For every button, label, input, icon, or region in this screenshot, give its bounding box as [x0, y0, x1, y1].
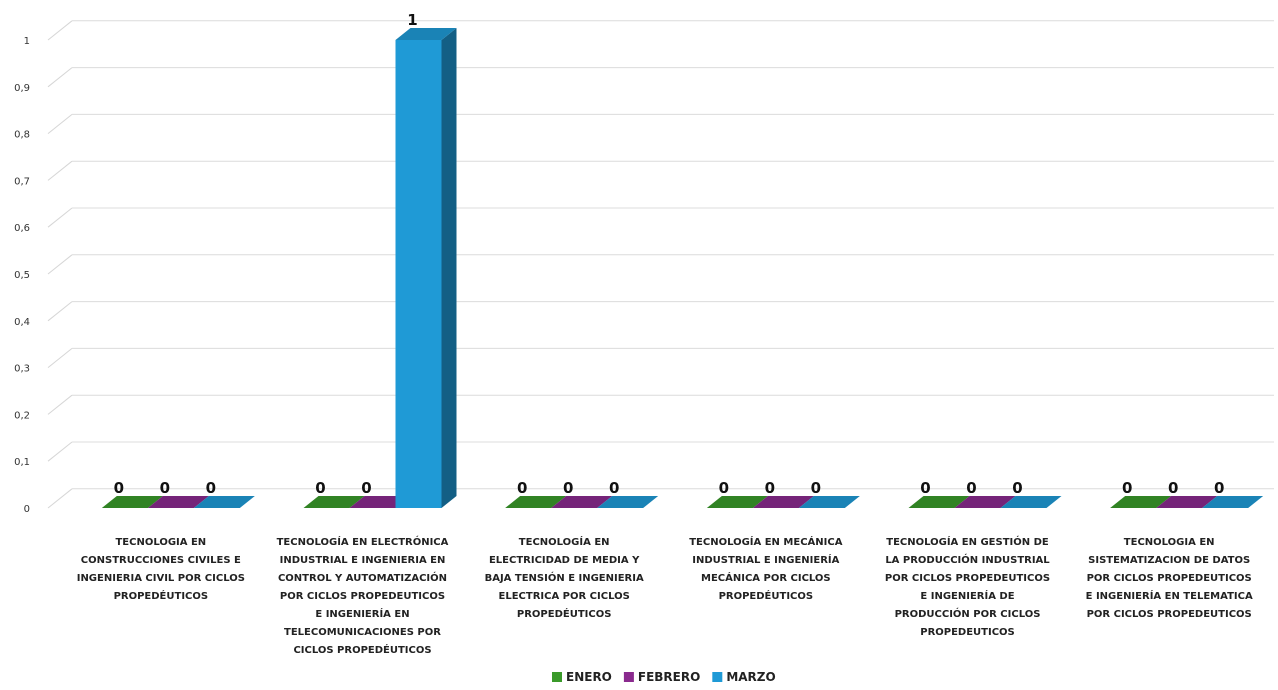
- category-label-4: TECNOLOGÍA EN GESTIÓN DE LA PRODUCCIÓN IN…: [885, 535, 1050, 638]
- y-axis-ticks: 0 0,1 0,2 0,3 0,4 0,5 0,6 0,7 0,8 0,9 1: [14, 36, 30, 515]
- bar-top: [349, 496, 411, 508]
- gridline-diagonal: [47, 301, 73, 322]
- bar-top: [101, 496, 163, 508]
- bar-top: [1202, 496, 1264, 508]
- gridline-diagonal: [47, 254, 73, 275]
- bars: [101, 28, 1264, 508]
- gridline-diagonal: [47, 67, 73, 88]
- gridline-diagonal: [47, 160, 73, 181]
- bar-marzo-3: [798, 496, 860, 508]
- legend-label-enero: ENERO: [566, 670, 612, 684]
- legend-label-marzo: MARZO: [726, 670, 775, 684]
- bar-marzo-1: [395, 28, 457, 508]
- y-tick-label: 0,9: [14, 83, 30, 94]
- bar-top: [551, 496, 613, 508]
- gridline-diagonal: [47, 394, 73, 415]
- data-label-enero-0: 0: [114, 479, 124, 497]
- bar-top: [1156, 496, 1218, 508]
- bar-top: [147, 496, 209, 508]
- data-label-febrero-0: 0: [160, 479, 170, 497]
- bar-enero-5: [1110, 496, 1172, 508]
- bar-top: [1000, 496, 1062, 508]
- y-tick-label: 1: [24, 36, 30, 47]
- y-tick-label: 0,2: [14, 410, 30, 421]
- bar-top: [798, 496, 860, 508]
- data-label-enero-5: 0: [1122, 479, 1132, 497]
- legend-swatch-marzo: [712, 672, 723, 682]
- bar-side: [441, 28, 457, 508]
- bar-top: [1110, 496, 1172, 508]
- bar-enero-3: [706, 496, 768, 508]
- legend-swatch-febrero: [623, 672, 634, 682]
- bar-febrero-0: [147, 496, 209, 508]
- data-labels: 0 0 0 0 0 1 0 0 0 0 0 0 0 0 0 0 0 0: [114, 11, 1225, 497]
- data-label-febrero-1: 0: [361, 479, 371, 497]
- y-tick-label: 0: [24, 504, 30, 515]
- bar-top: [706, 496, 768, 508]
- bar-marzo-4: [1000, 496, 1062, 508]
- y-tick-label: 0,8: [14, 130, 30, 141]
- gridlines: [47, 20, 1274, 509]
- bar-top: [303, 496, 365, 508]
- bar-febrero-1: [349, 496, 411, 508]
- bar-marzo-2: [597, 496, 659, 508]
- bar-top: [193, 496, 255, 508]
- data-label-enero-4: 0: [920, 479, 930, 497]
- bar-top: [505, 496, 567, 508]
- bar-top: [954, 496, 1016, 508]
- gridline-diagonal: [47, 20, 73, 41]
- y-tick-label: 0,4: [14, 317, 30, 328]
- bar-febrero-5: [1156, 496, 1218, 508]
- data-label-febrero-2: 0: [563, 479, 573, 497]
- data-label-febrero-4: 0: [966, 479, 976, 497]
- category-label-0: TECNOLOGIA EN CONSTRUCCIONES CIVILES E ING…: [77, 537, 245, 602]
- bar-enero-1: [303, 496, 365, 508]
- y-tick-label: 0,1: [14, 457, 30, 468]
- bar-marzo-5: [1202, 496, 1264, 508]
- legend-label-febrero: FEBRERO: [638, 670, 700, 684]
- bar-top: [752, 496, 814, 508]
- data-label-marzo-1: 1: [407, 11, 417, 29]
- data-label-marzo-5: 0: [1214, 479, 1224, 497]
- gridline-diagonal: [47, 207, 73, 228]
- gridline-diagonal: [47, 114, 73, 134]
- data-label-marzo-3: 0: [811, 479, 821, 497]
- bar-marzo-0: [193, 496, 255, 508]
- bar-febrero-2: [551, 496, 613, 508]
- gridline-diagonal: [47, 348, 73, 368]
- bar-enero-2: [505, 496, 567, 508]
- data-label-marzo-0: 0: [206, 479, 216, 497]
- data-label-febrero-5: 0: [1168, 479, 1178, 497]
- legend-swatch-enero: [552, 672, 562, 682]
- data-label-marzo-4: 0: [1012, 479, 1022, 497]
- bar-enero-4: [908, 496, 970, 508]
- data-label-marzo-2: 0: [609, 479, 619, 497]
- legend: ENERO FEBRERO MARZO: [552, 670, 776, 684]
- data-label-febrero-3: 0: [765, 479, 775, 497]
- category-label-5: TECNOLOGIA EN SISTEMATIZACION DE DATOS POR…: [1086, 537, 1253, 620]
- data-label-enero-1: 0: [315, 479, 325, 497]
- y-tick-label: 0,6: [14, 223, 30, 234]
- y-tick-label: 0,3: [14, 364, 30, 375]
- category-labels: TECNOLOGIA EN CONSTRUCCIONES CIVILES E ING…: [77, 535, 1253, 656]
- gridline-diagonal: [47, 441, 73, 462]
- bar-top: [395, 28, 457, 40]
- category-label-3: TECNOLOGÍA EN MECÁNICA INDUSTRIAL E INGEN…: [689, 535, 842, 602]
- y-tick-label: 0,5: [14, 270, 30, 281]
- bar-febrero-4: [954, 496, 1016, 508]
- bar-top: [597, 496, 659, 508]
- data-label-enero-3: 0: [719, 479, 729, 497]
- data-label-enero-2: 0: [517, 479, 527, 497]
- gridline-diagonal: [47, 488, 73, 509]
- category-label-1: TECNOLOGÍA EN ELECTRÓNICA INDUSTRIAL E IN…: [277, 535, 449, 656]
- y-tick-label: 0,7: [14, 176, 30, 187]
- bar-febrero-3: [752, 496, 814, 508]
- bar-front: [395, 40, 442, 508]
- bar-enero-0: [101, 496, 163, 508]
- bar-top: [908, 496, 970, 508]
- category-label-2: TECNOLOGÍA EN ELECTRICIDAD DE MEDIA Y BAJA…: [485, 535, 644, 620]
